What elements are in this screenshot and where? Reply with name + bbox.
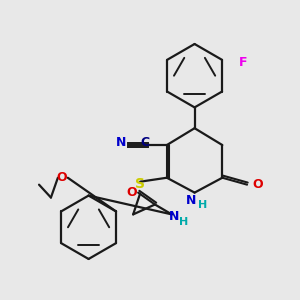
Text: F: F: [239, 56, 248, 69]
Text: S: S: [135, 177, 145, 191]
Text: O: O: [127, 186, 137, 199]
Text: H: H: [198, 200, 207, 211]
Text: O: O: [252, 178, 263, 191]
Text: N: N: [116, 136, 126, 148]
Text: C: C: [141, 136, 150, 148]
Text: N: N: [185, 194, 196, 207]
Text: N: N: [169, 210, 179, 223]
Text: H: H: [179, 217, 188, 227]
Text: O: O: [56, 171, 67, 184]
